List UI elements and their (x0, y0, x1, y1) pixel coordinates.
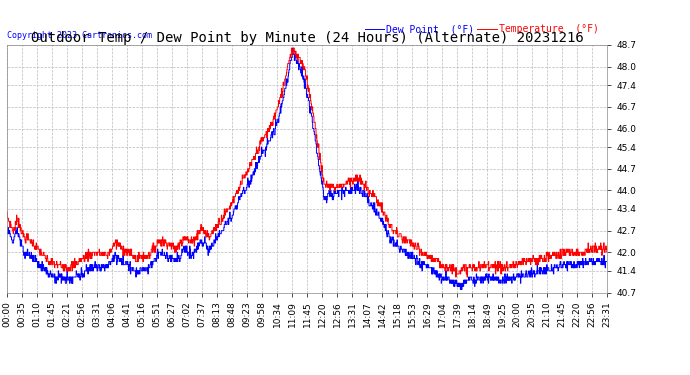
Title: Outdoor Temp / Dew Point by Minute (24 Hours) (Alternate) 20231216: Outdoor Temp / Dew Point by Minute (24 H… (30, 31, 584, 45)
Dew Point  (°F) (480, 275, 488, 279)
Temperature  (°F) (136, 253, 144, 258)
Dew Point  (°F) (121, 260, 130, 264)
Temperature  (°F) (121, 250, 130, 255)
Dew Point  (°F) (3, 231, 11, 236)
Dew Point  (°F) (456, 287, 464, 292)
Dew Point  (°F) (288, 46, 297, 50)
Dew Point  (°F) (204, 244, 212, 248)
Temperature  (°F) (452, 275, 460, 279)
Line: Dew Point  (°F): Dew Point (°F) (7, 48, 607, 290)
Temperature  (°F) (533, 262, 541, 267)
Text: Copyright 2023 Cartronics.com: Copyright 2023 Cartronics.com (7, 31, 152, 40)
Dew Point  (°F) (603, 260, 611, 264)
Temperature  (°F) (603, 250, 611, 255)
Temperature  (°F) (480, 266, 488, 270)
Dew Point  (°F) (136, 266, 144, 270)
Dew Point  (°F) (401, 250, 409, 255)
Temperature  (°F) (3, 210, 11, 214)
Dew Point  (°F) (533, 268, 541, 273)
Temperature  (°F) (401, 238, 409, 242)
Temperature  (°F) (204, 231, 212, 236)
Line: Temperature  (°F): Temperature (°F) (7, 48, 607, 277)
Legend: Dew Point  (°F), Temperature  (°F): Dew Point (°F), Temperature (°F) (361, 20, 602, 38)
Temperature  (°F) (287, 46, 295, 50)
